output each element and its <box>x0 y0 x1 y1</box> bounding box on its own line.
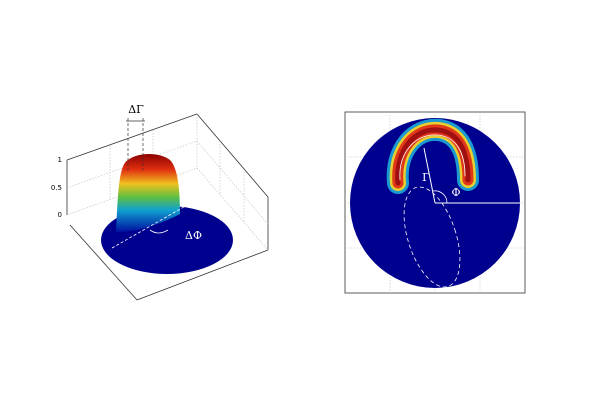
delta-phi-label: ΔΦ <box>185 229 202 242</box>
crescent <box>386 118 479 194</box>
delta-gamma-label: ΔΓ <box>128 103 144 116</box>
z-tick-label: 0 <box>58 211 62 219</box>
dashed-ellipse <box>403 186 461 288</box>
delta-gamma-marker <box>126 118 145 170</box>
z-tick-label: 1 <box>58 156 62 164</box>
gamma-radius <box>423 147 436 204</box>
box-edge <box>66 113 198 161</box>
box-edge <box>196 113 269 198</box>
box-edge <box>136 249 269 301</box>
peak-surface <box>116 154 180 232</box>
phi-arc <box>149 229 169 234</box>
phi-label: Φ <box>451 186 460 199</box>
phi-arc <box>432 190 448 204</box>
z-tick-label: 0.5 <box>51 184 62 192</box>
gamma-label: Γ <box>422 171 430 184</box>
dashed-path <box>111 199 197 249</box>
box-edge <box>69 224 138 301</box>
